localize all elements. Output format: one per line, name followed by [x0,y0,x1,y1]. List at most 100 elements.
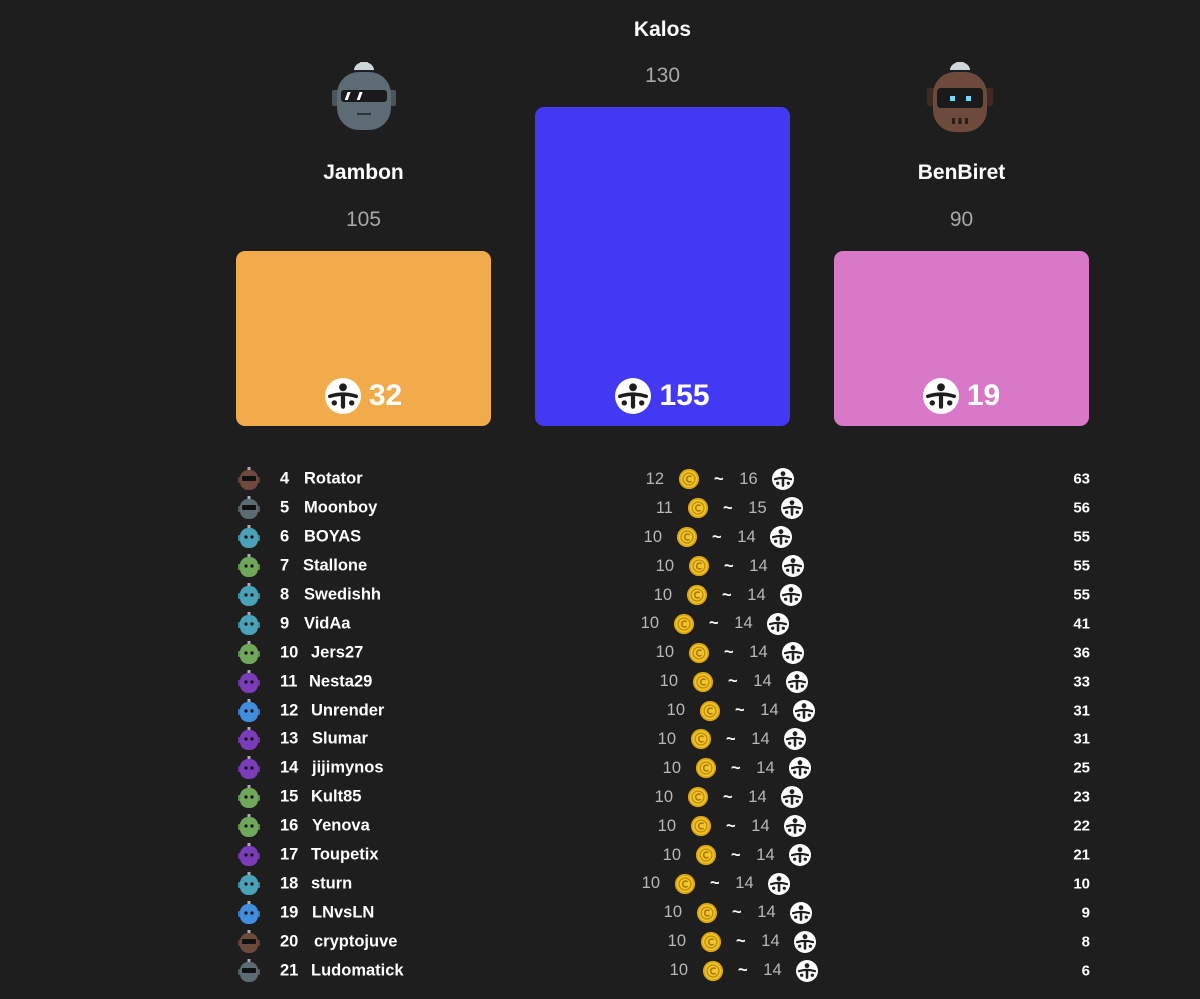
robot-avatar-icon [238,814,260,838]
leaderboard-row: 13 Slumar 10 ~14 31 [236,725,1090,754]
row-tilde: ~ [731,758,741,777]
leaderboard-row: 19 LNvsLN 10 ~14 9 [236,898,1090,927]
row-points: 9 [1081,904,1090,922]
row-player-name: VidAa [304,614,351,633]
row-max-value: 14 [756,758,775,777]
robot-avatar-icon [238,871,260,895]
leaderboard-row: 16 Yenova 10 ~14 22 [236,812,1090,841]
row-rank: 13 [280,729,299,748]
podium-third-score: 90 [949,208,974,231]
row-prediction: 10 ~14 [656,670,808,693]
row-prediction: 10 ~14 [659,844,811,867]
robot-avatar-icon [238,698,260,722]
robot-avatar-icon [238,929,260,953]
row-rank: 10 [280,643,299,662]
row-rank: 7 [280,556,290,575]
row-max-value: 14 [757,903,776,922]
row-player-name: Kult85 [311,787,362,806]
row-prediction: 12 ~16 [642,468,794,491]
robot-avatar-icon [238,958,260,982]
coin-icon [690,728,712,751]
row-points: 56 [1073,499,1090,517]
row-prediction: 10 ~14 [654,815,806,838]
podium-second-tokens: 32 [368,379,403,412]
row-tilde: ~ [722,585,732,604]
row-player-name: cryptojuve [314,932,398,951]
row-points: 25 [1073,759,1090,777]
token-icon [781,641,804,664]
row-max-value: 14 [747,585,766,604]
token-icon [922,378,959,414]
robot-grey-sunglasses-icon [332,62,396,130]
row-prediction: 10 ~14 [660,901,812,924]
row-points: 41 [1073,615,1090,633]
row-min-value: 10 [662,758,681,777]
row-max-value: 14 [749,643,768,662]
robot-avatar-icon [238,554,260,578]
row-tilde: ~ [709,614,719,633]
row-min-value: 10 [663,903,682,922]
token-icon [783,728,806,751]
row-tilde: ~ [723,787,733,806]
row-tilde: ~ [710,874,720,893]
row-rank: 5 [280,498,290,517]
row-min-value: 10 [657,729,676,748]
coin-icon [687,497,709,520]
leaderboard-row: 21 Ludomatick 10 ~14 6 [236,956,1090,985]
row-rank: 12 [280,701,299,720]
robot-avatar-icon [238,756,260,780]
row-min-value: 10 [669,961,688,980]
robot-avatar-icon [238,785,260,809]
leaderboard-row: 10 Jers27 10 ~14 36 [236,638,1090,667]
row-tilde: ~ [736,932,746,951]
row-min-value: 10 [666,701,685,720]
podium-first-score: 130 [644,64,681,87]
row-prediction: 10 ~14 [654,728,806,751]
row-tilde: ~ [712,527,722,546]
podium-second-score: 105 [345,208,382,231]
token-icon [779,584,802,606]
row-max-value: 14 [751,729,770,748]
row-points: 31 [1073,730,1090,748]
row-player-name: Slumar [312,729,368,748]
token-icon [767,872,790,895]
coin-icon [700,930,722,953]
coin-icon [673,612,695,635]
row-min-value: 10 [657,816,676,835]
row-max-value: 14 [748,787,767,806]
row-min-value: 10 [659,672,678,691]
robot-avatar-icon [238,900,260,924]
token-icon [789,901,812,924]
row-player-name: sturn [311,874,353,893]
token-icon [785,670,808,693]
row-points: 21 [1073,846,1090,864]
row-tilde: ~ [723,498,733,517]
leaderboard-row: 8 Swedishh 10 ~14 55 [236,581,1090,610]
row-player-name: LNvsLN [312,903,375,922]
row-points: 33 [1073,673,1090,691]
row-points: 36 [1073,644,1090,662]
token-icon [615,378,652,414]
row-prediction: 10 ~14 [663,699,815,722]
podium-second-block: 32 [236,251,491,426]
token-icon [324,378,361,414]
row-tilde: ~ [735,701,745,720]
row-max-value: 14 [749,556,768,575]
row-max-value: 14 [753,672,772,691]
row-max-value: 14 [737,527,756,546]
row-points: 22 [1073,817,1090,835]
row-player-name: Nesta29 [309,672,373,691]
row-max-value: 14 [763,961,782,980]
row-max-value: 14 [760,701,779,720]
row-min-value: 10 [655,643,674,662]
row-points: 63 [1073,470,1090,488]
row-min-value: 10 [640,614,659,633]
podium-third: BenBiret 90 19 [834,0,1089,430]
token-icon [780,786,803,809]
podium-first: Kalos 130 155 [535,0,790,430]
podium-second-name: Jambon [323,161,404,184]
row-max-value: 14 [756,845,775,864]
token-icon [792,699,815,722]
row-prediction: 10 ~14 [652,641,804,664]
row-prediction: 10 ~14 [651,786,803,809]
